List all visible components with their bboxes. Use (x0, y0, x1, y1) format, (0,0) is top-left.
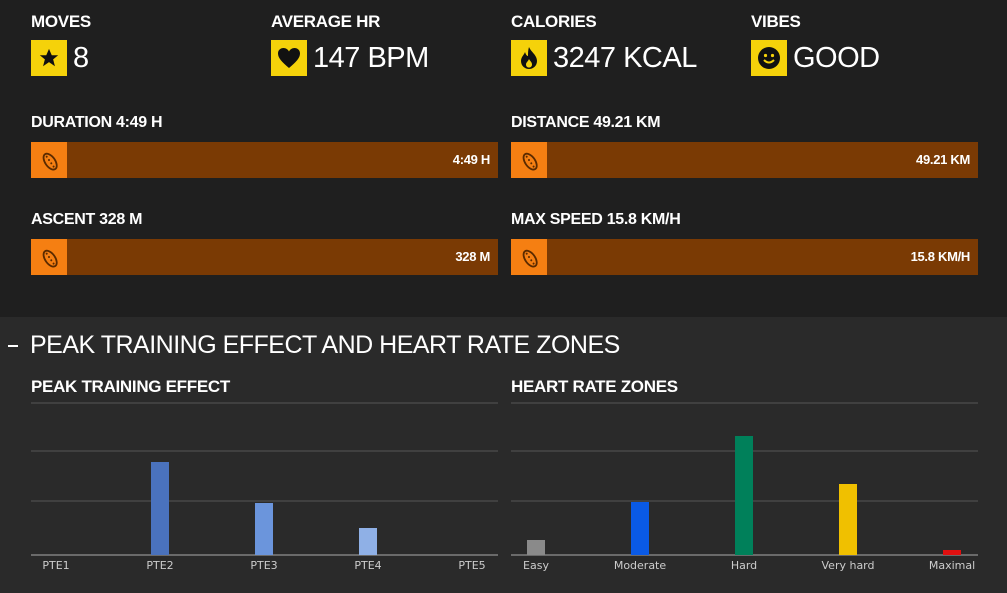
bar-maximal[interactable] (943, 550, 961, 555)
tick-label: PTE2 (146, 559, 173, 572)
stat-average-hr: AVERAGE HR 147 BPM (271, 12, 501, 76)
tick-label: Hard (731, 559, 757, 572)
chart-title-hr-zones: HEART RATE ZONES (511, 377, 678, 396)
tick-label: PTE1 (42, 559, 69, 572)
tick-label: Maximal (929, 559, 975, 572)
tick-label: PTE3 (250, 559, 277, 572)
stat-value: 8 (73, 41, 89, 74)
peak-training-effect-chart: PTE1 PTE2 PTE3 PTE4 PTE5 (31, 402, 498, 572)
metric-bar: 328 M (31, 239, 498, 275)
metric-bar: 49.21 KM (511, 142, 978, 178)
heart-rate-zones-chart: Easy Moderate Hard Very hard Maximal (511, 402, 978, 572)
metric-max-speed: MAX SPEED 15.8 KM/H 15.8 KM/H (511, 211, 978, 275)
smiley-icon (751, 40, 787, 76)
metric-label: MAX SPEED 15.8 KM/H (511, 211, 681, 228)
footprint-icon (511, 142, 547, 178)
footprint-icon (31, 142, 67, 178)
metric-bar: 15.8 KM/H (511, 239, 978, 275)
flame-icon (511, 40, 547, 76)
stat-value: 3247 KCAL (553, 41, 697, 74)
bar-pte4[interactable] (359, 528, 377, 555)
stat-label: MOVES (31, 12, 91, 31)
star-icon (31, 40, 67, 76)
bar-moderate[interactable] (631, 502, 649, 555)
bar-hard[interactable] (735, 436, 753, 555)
bar-pte2[interactable] (151, 462, 169, 555)
tick-label: Easy (523, 559, 549, 572)
section-title: PEAK TRAINING EFFECT AND HEART RATE ZONE… (30, 331, 620, 359)
stat-label: CALORIES (511, 12, 597, 31)
stat-label: VIBES (751, 12, 801, 31)
metric-value: 4:49 H (452, 152, 491, 167)
chart-title-pte: PEAK TRAINING EFFECT (31, 377, 230, 396)
metric-value: 49.21 KM (916, 152, 970, 167)
stat-value: 147 BPM (313, 41, 429, 74)
metric-label: ASCENT 328 M (31, 211, 143, 228)
tick-label: PTE4 (354, 559, 381, 572)
stat-value: GOOD (793, 41, 880, 74)
footprint-icon (511, 239, 547, 275)
metric-duration: DURATION 4:49 H 4:49 H (31, 114, 498, 178)
metric-label: DISTANCE 49.21 KM (511, 114, 661, 131)
tick-label: Moderate (614, 559, 667, 572)
collapse-icon[interactable] (8, 344, 18, 347)
bar-very-hard[interactable] (839, 484, 857, 555)
metric-value: 15.8 KM/H (910, 249, 971, 264)
stat-moves: MOVES 8 (31, 12, 261, 76)
metric-distance: DISTANCE 49.21 KM 49.21 KM (511, 114, 978, 178)
bar-pte3[interactable] (255, 503, 273, 555)
section-header[interactable]: PEAK TRAINING EFFECT AND HEART RATE ZONE… (8, 331, 620, 360)
metric-label: DURATION 4:49 H (31, 114, 163, 131)
metric-value: 328 M (455, 249, 490, 264)
bar-easy[interactable] (527, 540, 545, 555)
footprint-icon (31, 239, 67, 275)
metric-bar: 4:49 H (31, 142, 498, 178)
stat-calories: CALORIES 3247 KCAL (511, 12, 741, 76)
heart-icon (271, 40, 307, 76)
metric-ascent: ASCENT 328 M 328 M (31, 211, 498, 275)
tick-label: PTE5 (458, 559, 485, 572)
stat-vibes: VIBES GOOD (751, 12, 981, 76)
tick-label: Very hard (822, 559, 875, 572)
stat-label: AVERAGE HR (271, 12, 381, 31)
